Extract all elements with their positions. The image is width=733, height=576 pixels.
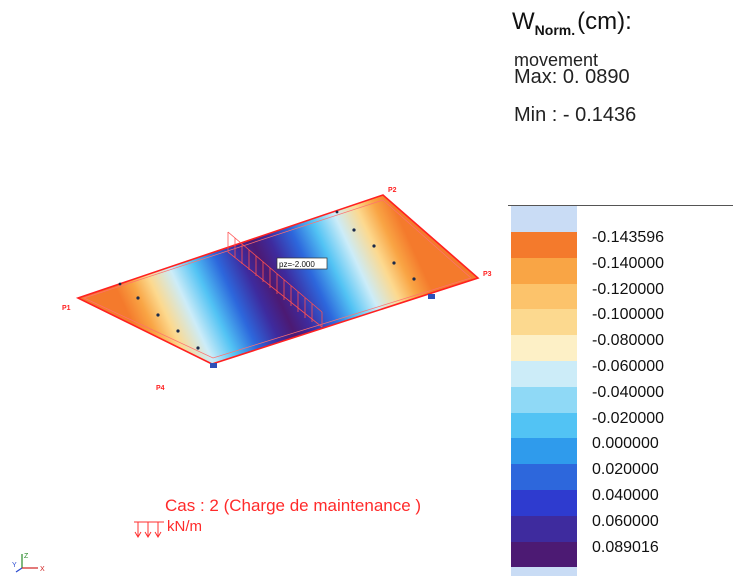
- plate-inner-edge: [83, 199, 472, 359]
- support-markers: [210, 294, 435, 368]
- axis-x-label: X: [40, 566, 45, 573]
- legend-value: -0.040000: [592, 383, 665, 401]
- result-title: WNorm.(cm):: [512, 8, 632, 38]
- legend-value: -0.140000: [592, 254, 665, 272]
- title-unit: (cm):: [577, 8, 632, 35]
- axis-z-label: Z: [24, 553, 29, 560]
- min-value: Min : - 0.1436: [514, 104, 637, 126]
- legend-value: -0.080000: [592, 332, 665, 350]
- legend-value: -0.020000: [592, 409, 665, 427]
- color-legend: [511, 206, 577, 576]
- point-label-p1: P1: [62, 305, 71, 312]
- legend-value: 0.020000: [592, 461, 659, 479]
- load-case-label: Cas : 2 (Charge de maintenance ): [165, 496, 422, 515]
- legend-value: -0.143596: [592, 229, 665, 246]
- legend-swatch: [511, 541, 577, 568]
- legend-swatch: [511, 386, 577, 414]
- legend-swatch: [511, 464, 577, 491]
- legend-cap-top: [511, 206, 577, 232]
- legend-swatch: [511, 335, 577, 362]
- legend-value: 0.000000: [592, 435, 659, 453]
- legend-value: 0.089016: [592, 538, 659, 556]
- legend-value: -0.060000: [592, 358, 665, 375]
- legend-swatch: [511, 283, 577, 310]
- legend-swatch: [511, 257, 577, 285]
- legend-swatch: [511, 412, 577, 439]
- legend-value: -0.120000: [592, 280, 665, 298]
- max-value: Max: 0. 0890: [514, 66, 630, 88]
- distributed-load-icon: [134, 521, 164, 538]
- plate-surface[interactable]: [78, 195, 478, 364]
- result-subtitle: movement: [514, 50, 599, 70]
- legend-value: -0.100000: [592, 306, 665, 324]
- legend-swatch: [511, 438, 577, 465]
- legend-swatch: [511, 515, 577, 543]
- legend-swatch: [511, 361, 577, 388]
- point-label-p3: P3: [483, 271, 492, 278]
- plate-outline: [75, 194, 480, 365]
- line-load[interactable]: [227, 231, 323, 328]
- legend-divider: [508, 205, 733, 206]
- title-main: W: [512, 8, 535, 35]
- mesh-nodes: [118, 210, 416, 350]
- title-subscript: Norm.: [534, 22, 576, 38]
- axis-triad-icon: Z Y X: [12, 553, 45, 573]
- load-value-label: pz=-2.000: [279, 260, 315, 269]
- load-unit-label: kN/m: [167, 518, 202, 535]
- legend-swatch: [511, 309, 577, 336]
- legend-cap-bottom: [511, 567, 577, 576]
- axis-y-label: Y: [12, 562, 17, 569]
- legend-value: 0.040000: [592, 487, 659, 504]
- load-value-box: [276, 257, 328, 270]
- point-label-p4: P4: [156, 385, 165, 392]
- point-label-p2: P2: [388, 187, 397, 194]
- legend-swatch: [511, 490, 577, 517]
- legend-value: 0.060000: [592, 512, 659, 530]
- legend-swatch: [511, 232, 577, 259]
